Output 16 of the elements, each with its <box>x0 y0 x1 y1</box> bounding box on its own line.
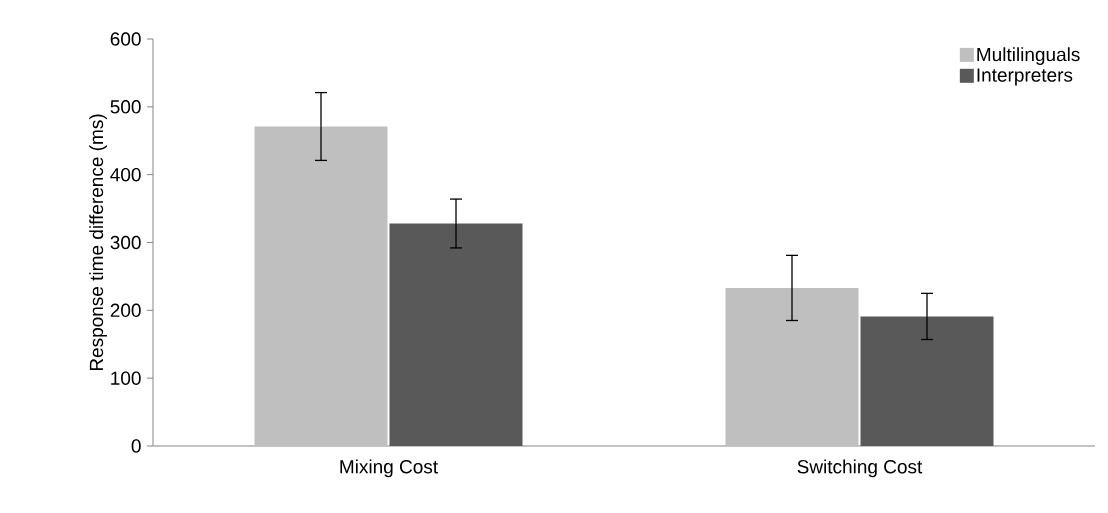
y-tick-label: 0 <box>131 439 141 453</box>
x-tick-label: Switching Cost <box>797 459 923 478</box>
y-tick-label: 200 <box>110 303 141 318</box>
y-tick-label: 500 <box>110 100 141 114</box>
x-tick-label: Mixing Cost <box>340 459 438 478</box>
y-axis-title: Response time difference (ms) <box>89 114 107 371</box>
bar <box>860 316 994 446</box>
y-tick-label: 100 <box>111 371 141 385</box>
y-tick-label: 300 <box>110 235 141 250</box>
bar <box>725 287 859 446</box>
legend-label: Interpreters <box>977 68 1073 86</box>
y-tick-label: 600 <box>110 32 141 46</box>
legend-label: Multilinguals <box>977 47 1080 65</box>
bar <box>389 223 523 446</box>
y-tick-label: 400 <box>110 167 141 182</box>
bar <box>254 126 388 446</box>
